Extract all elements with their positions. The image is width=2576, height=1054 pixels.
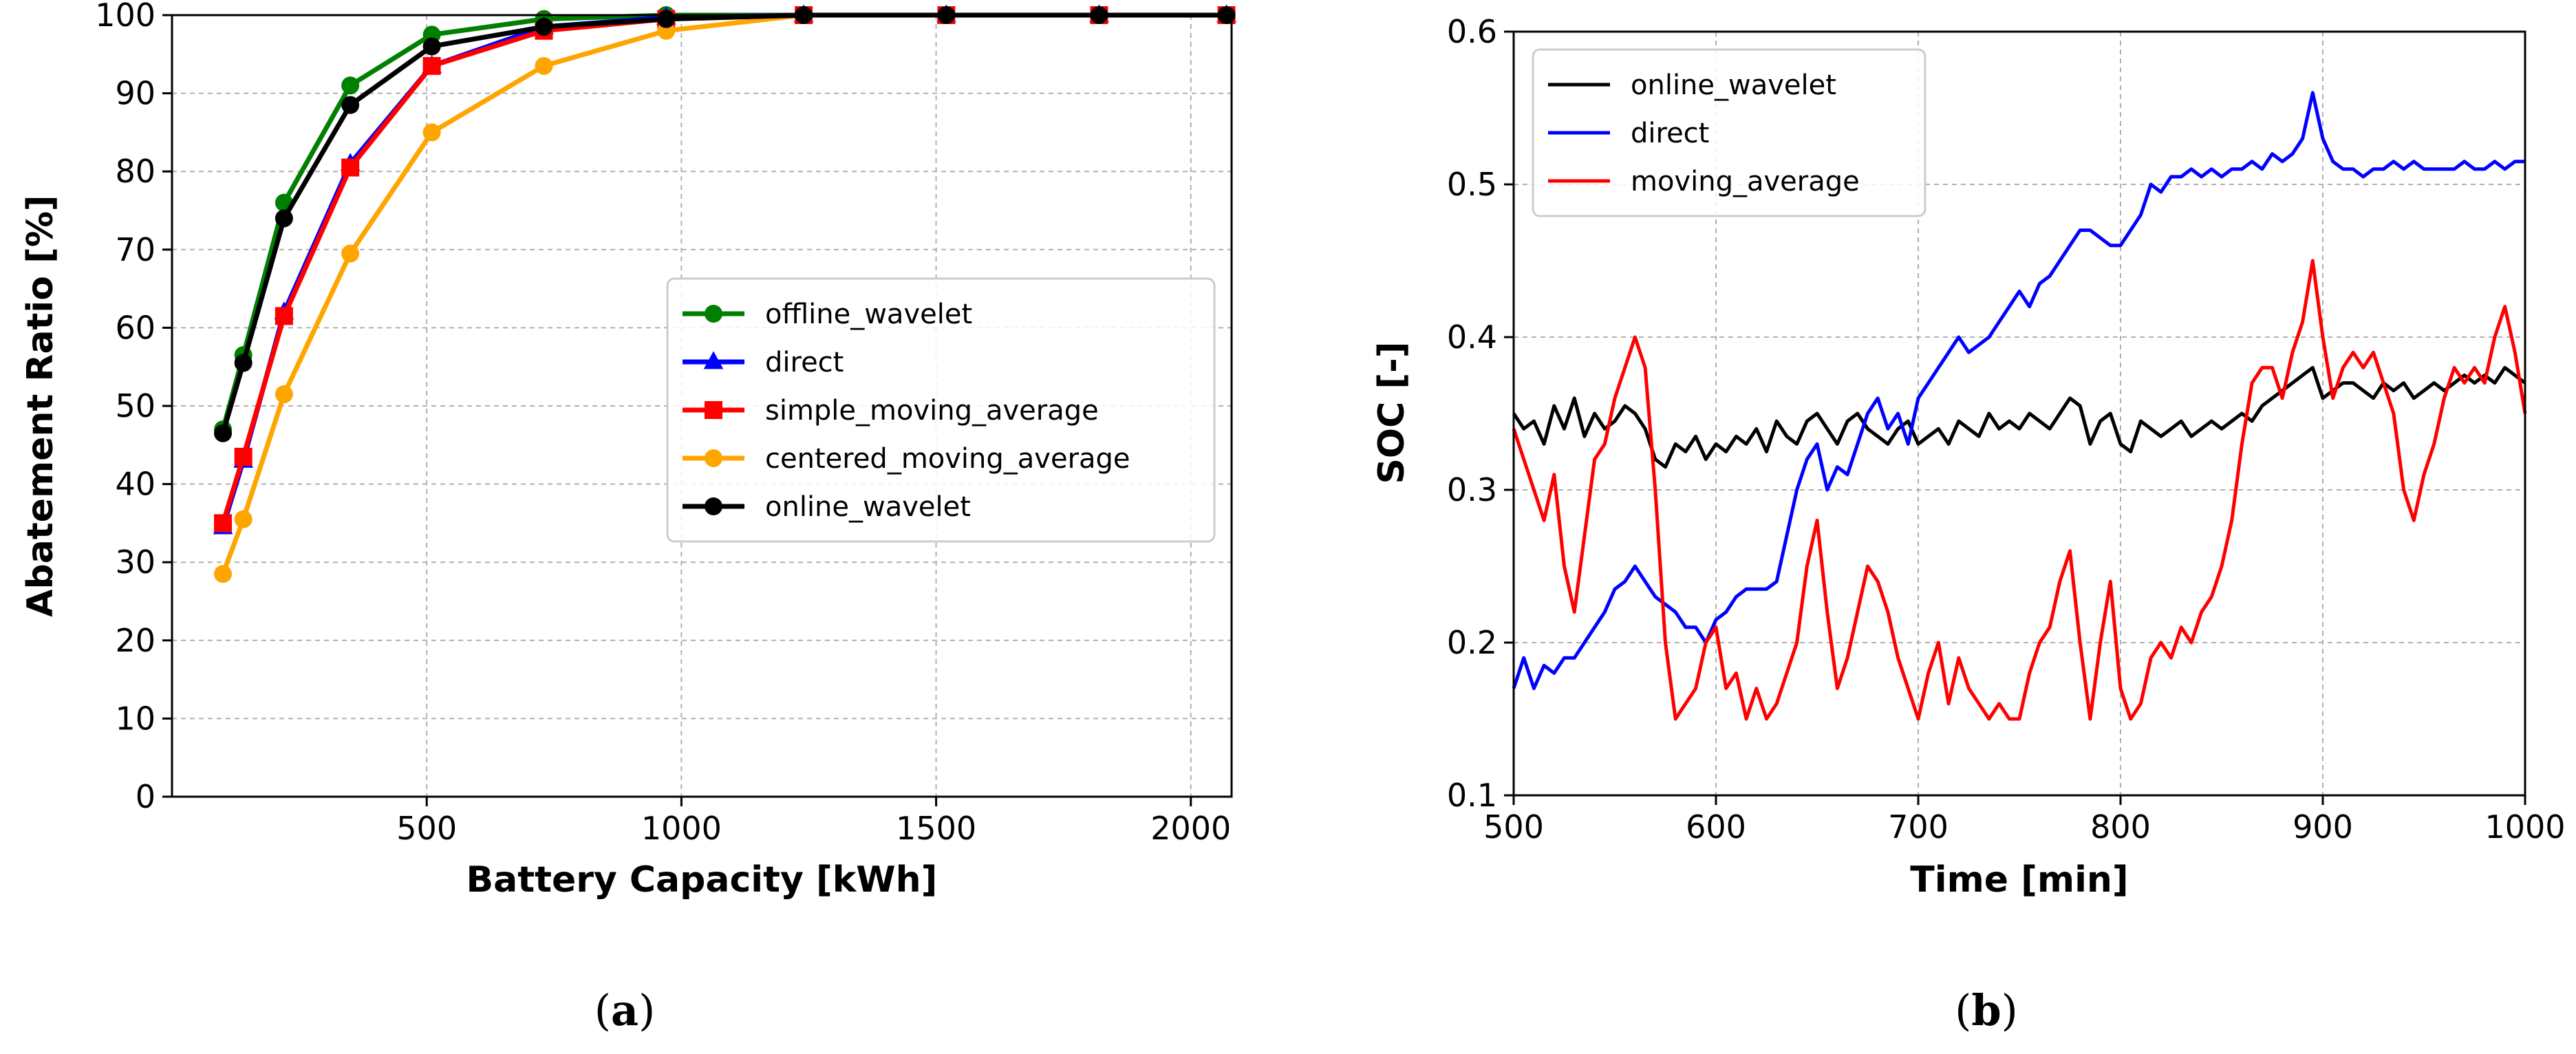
x-tick-label: 900 (2293, 808, 2353, 846)
data-point (705, 497, 722, 515)
y-ticks-b: 0.1 0.2 0.3 0.4 0.5 0.6 (1447, 13, 1514, 814)
data-point (703, 351, 724, 369)
legend-label: online_wavelet (1631, 69, 1836, 101)
y-tick-label: 50 (115, 387, 155, 424)
chart-abatement-ratio: 500 1000 1500 2000 0 10 20 30 40 50 60 70 80 90 100 B… (20, 0, 1236, 1035)
y-tick-label: 100 (95, 0, 155, 34)
caption-a-letter: a (611, 985, 638, 1035)
y-tick-label: 10 (115, 700, 155, 737)
y-tick-label: 0.4 (1447, 319, 1497, 356)
data-point (705, 401, 722, 419)
data-point (341, 244, 360, 263)
caption-a-close: ) (638, 985, 655, 1035)
data-point (275, 307, 293, 325)
legend-item: direct (683, 347, 844, 378)
y-tick-label: 90 (115, 75, 155, 112)
x-tick-label: 800 (2090, 808, 2151, 846)
legend-label: online_wavelet (765, 491, 971, 523)
caption-b-letter: b (1971, 985, 2001, 1035)
caption-b: (b) (1955, 985, 2018, 1035)
y-tick-label: 80 (115, 153, 155, 190)
y-tick-label: 0.2 (1447, 624, 1497, 661)
data-point (341, 76, 360, 95)
series-line (1512, 259, 2527, 721)
y-axis-label-b: SOC [-] (1371, 341, 1413, 484)
data-point (705, 305, 722, 323)
y-tick-label: 0.1 (1447, 777, 1497, 814)
legend-item: centered_moving_average (683, 443, 1130, 475)
legend-item: online_wavelet (683, 491, 971, 523)
legend-label: direct (1631, 118, 1709, 149)
y-ticks-a: 0 10 20 30 40 50 60 70 80 90 100 (95, 0, 172, 815)
x-tick-label: 500 (1483, 808, 1544, 846)
x-tick-label: 2000 (1150, 810, 1231, 847)
caption-a-open: ( (594, 985, 611, 1035)
x-tick-label: 700 (1888, 808, 1949, 846)
data-point (234, 354, 253, 372)
y-tick-label: 20 (115, 622, 155, 659)
data-point (214, 424, 233, 442)
x-tick-label: 1500 (896, 810, 976, 847)
legend-box (1532, 48, 1926, 217)
data-point (657, 10, 676, 28)
data-point (275, 385, 293, 403)
legend-item: simple_moving_average (683, 395, 1099, 427)
series-b (1512, 91, 2527, 721)
y-tick-label: 60 (115, 309, 155, 346)
x-tick-label: 1000 (641, 810, 722, 847)
legend-label: moving_average (1631, 166, 1860, 197)
legend-label: direct (765, 347, 844, 378)
legend-label: offline_wavelet (765, 299, 972, 330)
series-online_wavelet (1512, 365, 2526, 469)
y-tick-label: 30 (115, 544, 155, 581)
caption-b-open: ( (1955, 985, 1971, 1035)
y-tick-label: 70 (115, 231, 155, 268)
legend-box (666, 277, 1216, 543)
series-line (1512, 365, 2526, 469)
series-moving_average (1512, 259, 2527, 721)
legend-label: simple_moving_average (765, 395, 1099, 427)
data-point (234, 447, 253, 466)
data-point (341, 96, 360, 114)
data-point (535, 56, 553, 75)
y-axis-label-a: Abatement Ratio [%] (20, 195, 61, 616)
data-point (214, 565, 233, 583)
x-tick-label: 500 (396, 810, 457, 847)
x-ticks-b: 500 600 700 800 900 1000 (1483, 795, 2566, 846)
caption-b-close: ) (2001, 985, 2018, 1035)
data-point (214, 514, 233, 533)
y-tick-label: 0 (136, 778, 155, 815)
y-tick-label: 40 (115, 466, 155, 503)
legend-item: direct (1548, 118, 1709, 149)
data-point (341, 158, 360, 177)
x-tick-label: 600 (1686, 808, 1746, 846)
x-tick-label: 1000 (2484, 808, 2565, 846)
x-axis-label-b: Time [min] (1910, 859, 2128, 901)
x-ticks-a: 500 1000 1500 2000 (396, 797, 1231, 847)
y-tick-label: 0.6 (1447, 13, 1497, 50)
y-tick-label: 0.5 (1447, 166, 1497, 203)
data-point (422, 56, 441, 75)
plot-frame-b (1512, 30, 2526, 797)
data-point (275, 209, 293, 228)
chart-soc: 500 600 700 800 900 1000 0.1 0.2 0.3 0.4 0.5 0.6 T… (1371, 13, 2566, 1035)
series-line (1512, 91, 2525, 691)
x-axis-label-a: Battery Capacity [kWh] (466, 859, 938, 901)
legend-item: online_wavelet (1548, 69, 1836, 101)
legend-label: centered_moving_average (765, 443, 1130, 475)
series-direct (1512, 91, 2525, 691)
data-point (422, 37, 441, 56)
data-point (535, 18, 553, 36)
data-point (234, 510, 253, 528)
y-tick-label: 0.3 (1447, 471, 1497, 508)
legend-item: moving_average (1548, 166, 1860, 197)
caption-a: (a) (594, 985, 656, 1035)
data-point (705, 449, 722, 467)
data-point (422, 123, 441, 142)
legend-item: offline_wavelet (683, 299, 972, 330)
